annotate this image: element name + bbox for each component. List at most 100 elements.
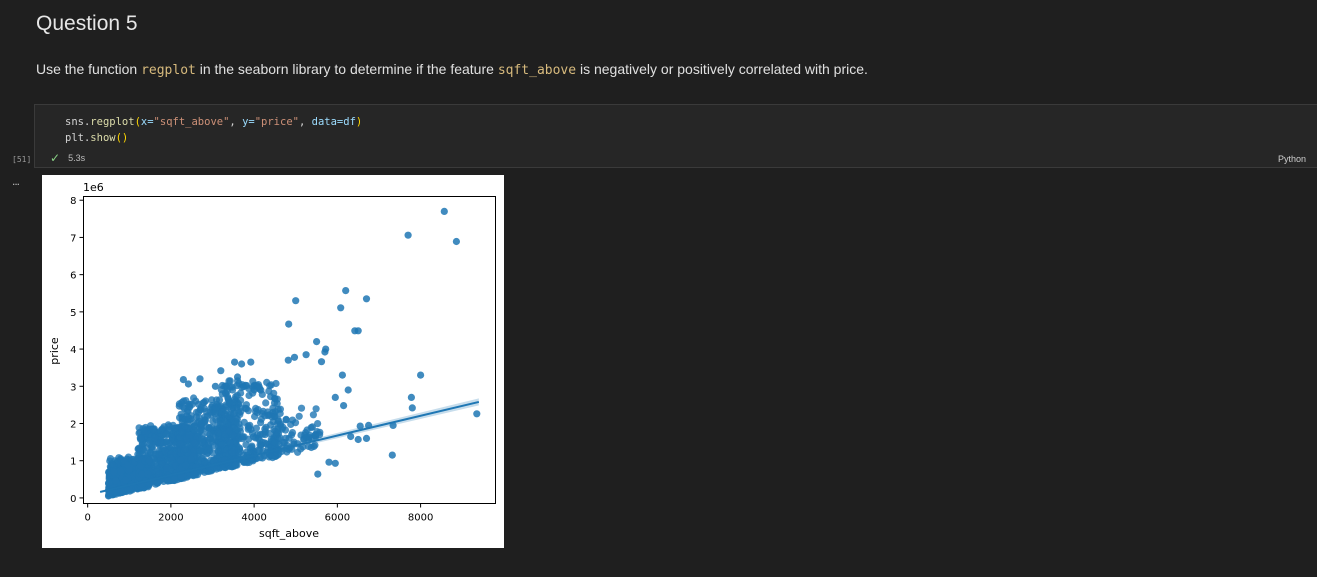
data-point	[177, 440, 185, 448]
data-point	[407, 393, 415, 401]
data-point	[265, 429, 273, 437]
data-point	[162, 430, 170, 438]
data-point	[181, 445, 189, 453]
data-point	[181, 422, 189, 430]
y-tick-label: 3	[70, 382, 76, 393]
data-point	[288, 429, 297, 437]
data-point	[226, 399, 234, 407]
data-point	[237, 396, 245, 404]
data-point	[292, 297, 300, 305]
more-actions-icon[interactable]: ...	[12, 174, 20, 188]
data-point	[201, 458, 209, 466]
data-point	[177, 428, 186, 436]
data-point	[240, 433, 248, 441]
code-token-sep-1: ,	[229, 116, 243, 128]
data-point	[190, 470, 198, 478]
data-point	[313, 338, 321, 346]
execution-time: 5.3s	[68, 153, 86, 163]
axes-frame	[83, 196, 496, 504]
data-point	[276, 405, 284, 413]
data-point	[149, 426, 157, 434]
y-tick-label: 6	[70, 271, 76, 282]
data-point	[169, 421, 177, 429]
data-point	[123, 461, 132, 469]
data-point	[228, 383, 236, 391]
regplot-chart: price sqft_above 1e6 0 1 2 3 4 5 6 7 8 0 2000 4000 6…	[48, 181, 496, 540]
data-point	[266, 382, 274, 390]
x-tick-label: 2000	[158, 513, 183, 524]
data-point	[362, 295, 371, 303]
data-point	[196, 427, 204, 436]
data-point	[225, 427, 233, 435]
data-point	[183, 412, 191, 420]
data-point	[177, 473, 185, 481]
inline-code-sqft-above: sqft_above	[497, 63, 577, 78]
data-point	[271, 439, 279, 447]
data-point	[233, 373, 242, 381]
data-point	[305, 442, 313, 450]
y-tick-label: 0	[70, 494, 76, 505]
para-text-mid: in the seaborn library to determine if t…	[195, 61, 498, 77]
code-token-dot: .	[83, 116, 91, 128]
data-point	[218, 441, 226, 449]
y-offset-label: 1e6	[83, 181, 104, 194]
data-point	[235, 409, 243, 417]
data-point	[347, 432, 355, 441]
data-point	[250, 386, 258, 394]
code-line-1[interactable]: sns.regplot(x="sqft_above", y="price", d…	[65, 116, 362, 128]
data-point	[163, 464, 171, 472]
inline-code-regplot: regplot	[141, 63, 196, 78]
data-point	[284, 356, 292, 364]
para-text-before: Use the function	[36, 61, 142, 77]
data-point	[258, 390, 266, 398]
code-cell-editor[interactable]: sns.regplot(x="sqft_above", y="price", d…	[34, 104, 1317, 168]
data-point	[214, 428, 222, 437]
data-point	[161, 447, 169, 455]
data-point	[338, 371, 346, 379]
data-point	[140, 446, 148, 454]
data-point	[167, 454, 175, 462]
code-token-dot-2: .	[83, 132, 91, 144]
data-point	[210, 442, 218, 450]
data-point	[273, 395, 281, 403]
data-point	[285, 320, 293, 328]
data-point	[285, 434, 293, 442]
data-point	[205, 445, 213, 453]
data-point	[340, 402, 348, 410]
data-point	[191, 439, 199, 447]
data-point	[226, 439, 234, 447]
code-token-open-paren: (	[134, 116, 141, 128]
cell-status: ✓ 5.3s	[50, 151, 85, 165]
data-point	[106, 455, 115, 463]
code-token-close-paren: )	[355, 116, 363, 128]
data-point	[267, 421, 275, 429]
data-point	[197, 403, 205, 411]
data-point	[140, 427, 148, 435]
y-tick-label: 8	[70, 196, 76, 207]
data-point	[337, 304, 345, 312]
data-point	[354, 435, 362, 444]
cell-language-button[interactable]: Python	[1277, 154, 1306, 164]
data-point	[228, 448, 236, 456]
data-point	[240, 458, 248, 466]
data-point	[354, 327, 362, 335]
data-point	[248, 443, 256, 451]
data-point	[295, 412, 303, 420]
data-point	[262, 399, 270, 407]
data-point	[187, 455, 195, 463]
data-point	[196, 447, 204, 455]
data-point	[210, 457, 218, 465]
x-tick-label: 4000	[241, 513, 266, 524]
data-point	[236, 424, 244, 432]
data-point	[193, 433, 201, 441]
data-point	[151, 434, 159, 442]
data-point	[282, 415, 290, 423]
data-point	[314, 420, 322, 428]
data-point	[117, 468, 125, 476]
data-point	[404, 231, 412, 239]
data-point	[137, 434, 145, 442]
data-point	[242, 441, 250, 449]
code-line-2[interactable]: plt.show()	[65, 132, 128, 144]
data-point	[212, 396, 221, 404]
data-point	[190, 426, 198, 434]
